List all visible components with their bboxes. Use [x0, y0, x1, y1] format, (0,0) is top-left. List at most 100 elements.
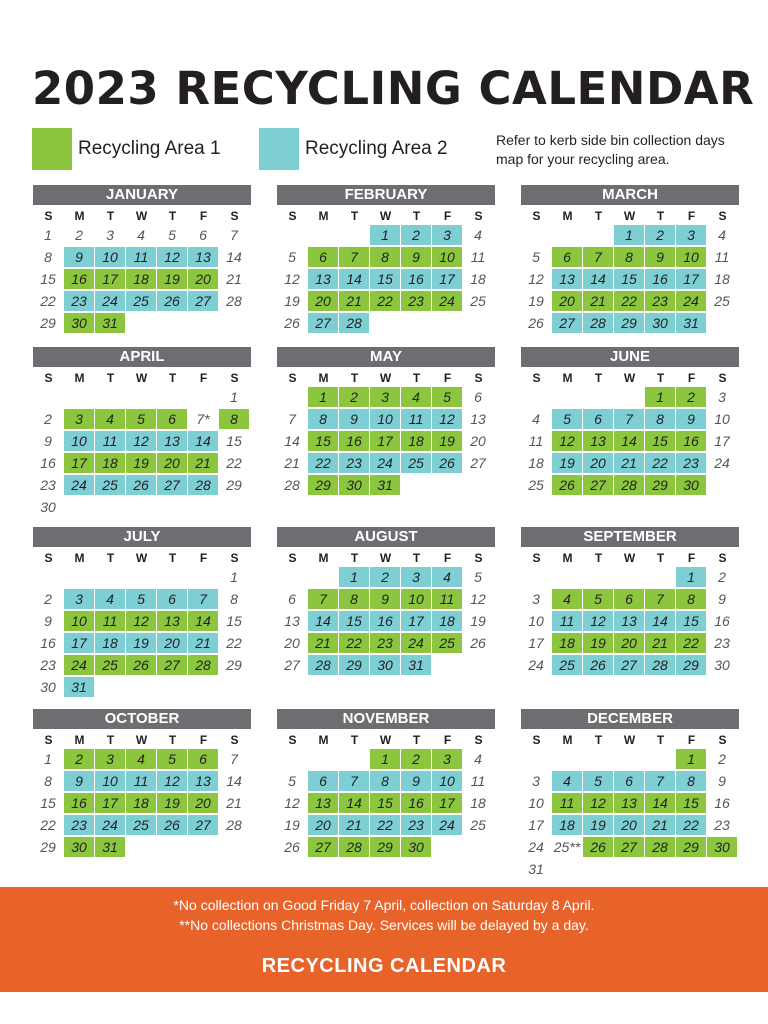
day-cell: 22	[339, 633, 369, 653]
day-cell: 8	[339, 589, 369, 609]
day-cell: 30	[676, 475, 706, 495]
weekday-label: T	[157, 207, 188, 225]
day-cell: 27	[308, 837, 338, 857]
day-cell: 10	[521, 793, 551, 813]
day-cell: 28	[339, 313, 369, 333]
day-cell: 13	[308, 793, 338, 813]
month-november: NOVEMBER S M T W T F S 1 2 3 4 5 6 7 8 9 10 11 12 13 14 15 16 17…	[277, 709, 495, 857]
weekday-label: S	[463, 369, 494, 387]
day-cell: 28	[645, 655, 675, 675]
day-cell: 3	[64, 589, 94, 609]
day-cell: 24	[95, 291, 125, 311]
month-name: JULY	[33, 527, 251, 547]
day-cell: 17	[370, 431, 400, 451]
weekday-label: T	[401, 369, 432, 387]
weekday-label: W	[126, 207, 157, 225]
day-cell: 7	[277, 409, 307, 429]
day-cell: 20	[614, 633, 644, 653]
month-name: MARCH	[521, 185, 739, 205]
day-cell: 10	[707, 409, 737, 429]
day-cell: 9	[339, 409, 369, 429]
day-cell: 3	[707, 387, 737, 407]
day-cell: 4	[401, 387, 431, 407]
weekday-label: T	[401, 731, 432, 749]
weekday-label: F	[432, 369, 463, 387]
day-cell: 18	[552, 633, 582, 653]
weekday-label: S	[277, 549, 308, 567]
day-cell: 16	[339, 431, 369, 451]
day-cell: 9	[676, 409, 706, 429]
day-cell: 24	[432, 291, 462, 311]
day-cell: 2	[370, 567, 400, 587]
day-cell: 31	[521, 859, 551, 879]
day-cell: 6	[308, 247, 338, 267]
day-cell: 9	[401, 247, 431, 267]
day-cell: 17	[707, 431, 737, 451]
weekday-label: T	[95, 549, 126, 567]
weekday-label: W	[614, 207, 645, 225]
day-cell: 30	[401, 837, 431, 857]
day-cell: 3	[95, 225, 125, 245]
day-cell: 19	[277, 815, 307, 835]
day-cell: 24	[707, 453, 737, 473]
day-cell: 9	[64, 247, 94, 267]
day-cell: 24	[64, 475, 94, 495]
weekday-label: M	[308, 207, 339, 225]
month-name: NOVEMBER	[277, 709, 495, 729]
day-cell: 28	[219, 815, 249, 835]
weekday-label: T	[157, 369, 188, 387]
day-cell: 29	[219, 475, 249, 495]
day-cell: 10	[64, 431, 94, 451]
day-cell: 18	[432, 611, 462, 631]
day-cell: 13	[277, 611, 307, 631]
day-cell: 21	[583, 291, 613, 311]
weekday-label: S	[33, 549, 64, 567]
day-cell: 31	[64, 677, 94, 697]
day-grid: 1 2 3 4 5 6 7 8 9 10 11 12 13 14 15 16 17 18 19 20 21 22 23 24 2…	[521, 225, 739, 333]
day-cell: 28	[219, 291, 249, 311]
day-cell: 27	[614, 655, 644, 675]
weekday-label: T	[645, 549, 676, 567]
day-cell: 22	[370, 291, 400, 311]
day-cell: 16	[33, 453, 63, 473]
footer-title: RECYCLING CALENDAR	[0, 955, 768, 978]
day-cell: 3	[676, 225, 706, 245]
day-cell: 13	[157, 611, 187, 631]
day-cell: 14	[277, 431, 307, 451]
day-cell: 26	[126, 655, 156, 675]
day-cell: 30	[33, 677, 63, 697]
day-cell: 21	[188, 633, 218, 653]
area-2-swatch	[259, 128, 299, 170]
footer-note-2: **No collections Christmas Day. Services…	[0, 915, 768, 935]
page-title: 2023 RECYCLING CALENDAR	[32, 62, 754, 115]
day-cell: 18	[463, 269, 493, 289]
day-cell: 24	[521, 837, 551, 857]
day-cell: 11	[401, 409, 431, 429]
day-cell: 18	[552, 815, 582, 835]
day-cell: 24	[64, 655, 94, 675]
weekday-label: S	[219, 731, 250, 749]
day-cell: 29	[339, 655, 369, 675]
month-august: AUGUST S M T W T F S 1 2 3 4 5 6 7 8 9 10 11 12 13 14 15 16 17 18…	[277, 527, 495, 675]
weekday-label: S	[463, 549, 494, 567]
day-cell: 27	[188, 815, 218, 835]
day-cell: 2	[64, 225, 94, 245]
weekday-label: T	[401, 207, 432, 225]
day-cell: 21	[339, 291, 369, 311]
day-cell: 20	[308, 291, 338, 311]
weekday-label: M	[552, 549, 583, 567]
day-cell: 10	[64, 611, 94, 631]
day-cell: 4	[126, 225, 156, 245]
day-cell: 12	[277, 793, 307, 813]
day-cell: 16	[64, 793, 94, 813]
day-cell: 5	[157, 749, 187, 769]
day-cell: 19	[432, 431, 462, 451]
day-cell: 1	[219, 567, 249, 587]
weekday-label: M	[308, 369, 339, 387]
day-cell: 11	[126, 771, 156, 791]
day-cell: 4	[552, 771, 582, 791]
day-cell: 12	[583, 611, 613, 631]
